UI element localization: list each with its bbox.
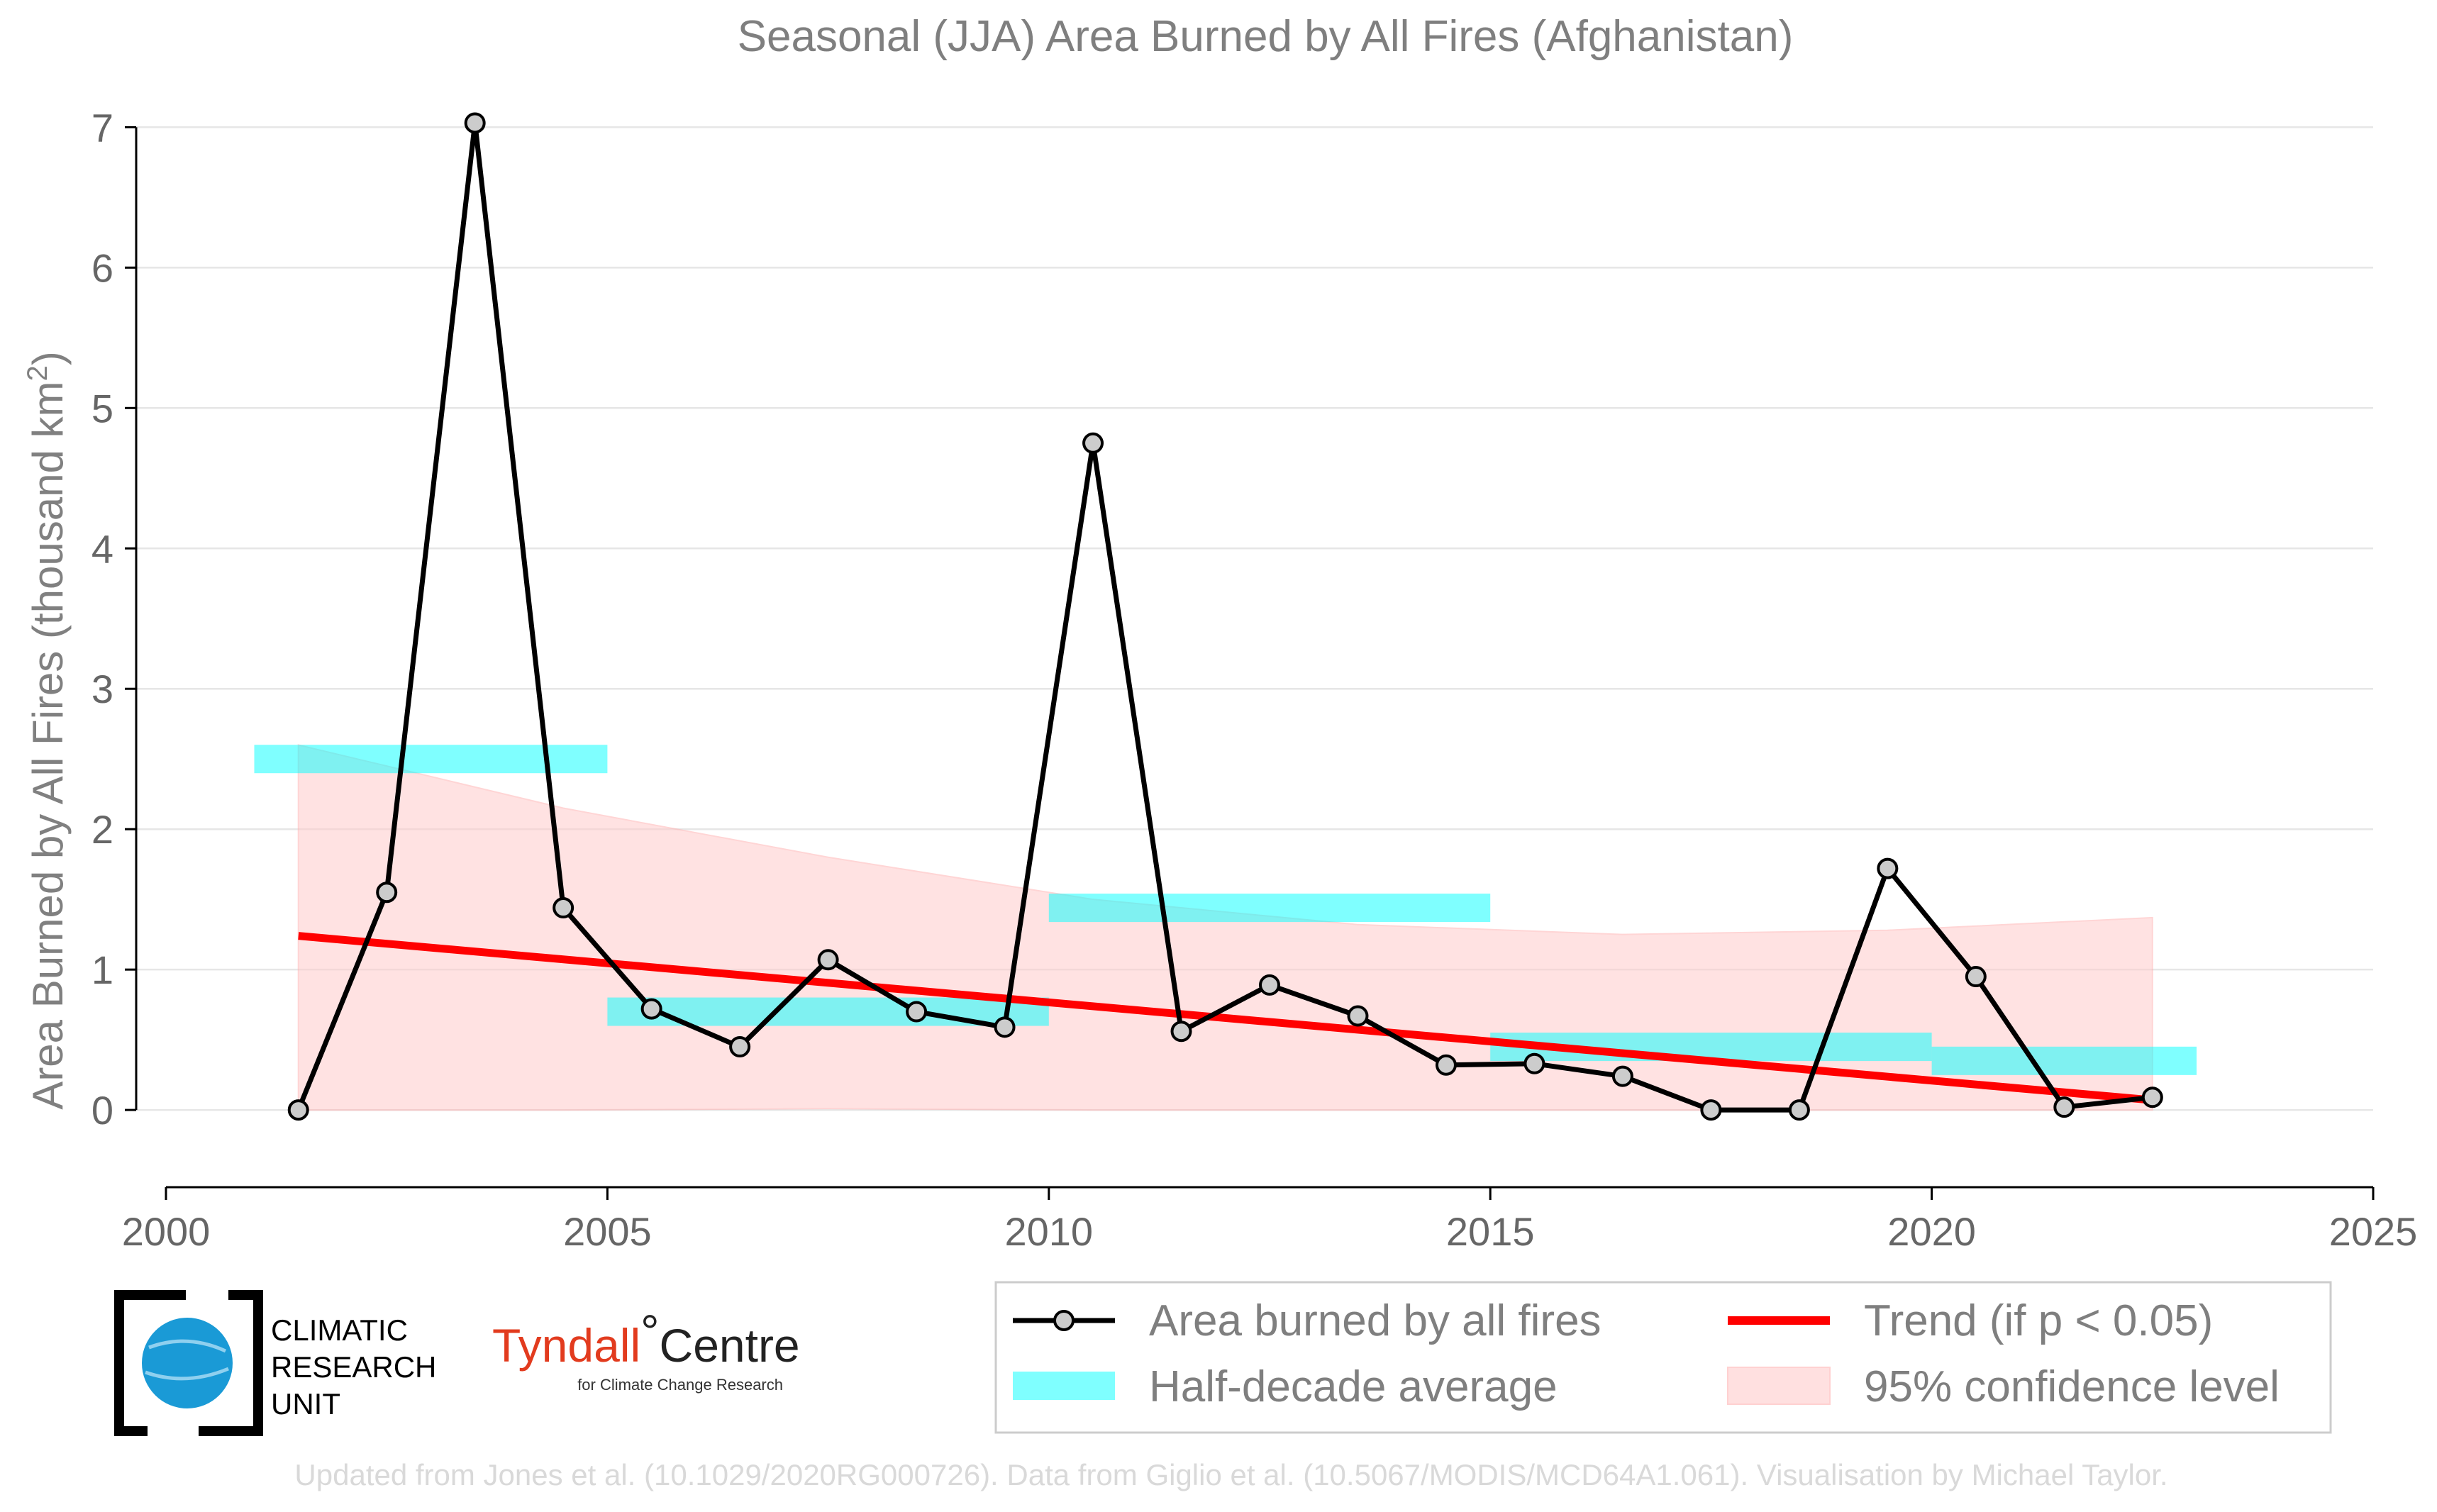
cru-logo-line-2: RESEARCH <box>271 1350 436 1384</box>
data-point-2017.5 <box>1700 1099 1722 1121</box>
data-point-2021.5 <box>2053 1096 2075 1118</box>
tyndall-logo-name: Tyndall <box>492 1319 640 1372</box>
data-point-2016.5 <box>1611 1065 1633 1087</box>
trend-line <box>298 932 2153 1104</box>
data-point-2007.5 <box>817 949 839 971</box>
y-tick-label-7: 7 <box>91 105 113 150</box>
cru-logo-line-1: CLIMATIC <box>271 1313 408 1347</box>
y-tick-label-5: 5 <box>91 386 113 430</box>
x-tick-label-2000: 2000 <box>122 1209 211 1254</box>
data-point-2003.5 <box>464 112 486 134</box>
legend-item-half-decade: Half-decade average <box>1013 1362 1558 1411</box>
tyndall-logo-subtitle: for Climate Change Research <box>577 1376 783 1394</box>
legend-label-confidence: 95% confidence level <box>1864 1362 2280 1411</box>
y-tick-label-3: 3 <box>91 667 113 711</box>
legend-label-area-burned: Area burned by all fires <box>1149 1296 1601 1345</box>
data-point-2022.5 <box>2141 1086 2163 1108</box>
data-point-2014.5 <box>1435 1054 1457 1076</box>
data-point-2010.5 <box>1082 432 1104 454</box>
tyndall-logo-title: Tyndall°Centre <box>492 1305 800 1372</box>
legend-label-half-decade: Half-decade average <box>1149 1362 1558 1411</box>
series-line <box>296 120 2153 1113</box>
data-point-2011.5 <box>1170 1021 1192 1043</box>
half-decade-band-4 <box>1931 1046 2197 1075</box>
y-axis-label-main: Area Burned by All Fires (thousand km <box>24 382 72 1110</box>
x-tick-label-2005: 2005 <box>563 1209 652 1254</box>
data-point-2002.5 <box>376 882 398 904</box>
x-tick-label-2020: 2020 <box>1887 1209 1976 1254</box>
y-tick-label-0: 0 <box>91 1088 113 1133</box>
y-tick-label-4: 4 <box>91 526 113 571</box>
data-point-2012.5 <box>1259 974 1280 996</box>
area-burned-series <box>287 112 2163 1121</box>
cru-logo: CLIMATIC RESEARCH UNIT <box>114 1290 436 1436</box>
legend-label-trend: Trend (if p < 0.05) <box>1864 1296 2213 1345</box>
data-point-2015.5 <box>1523 1052 1545 1074</box>
data-point-2001.5 <box>287 1099 309 1121</box>
x-tick-label-2010: 2010 <box>1005 1209 1094 1254</box>
tyndall-logo-degree: ° <box>640 1305 659 1357</box>
y-axis-label-close: ) <box>24 351 72 365</box>
x-tick-label-2015: 2015 <box>1446 1209 1535 1254</box>
y-tick-label-2: 2 <box>91 807 113 852</box>
data-point-2019.5 <box>1877 857 1899 879</box>
y-tick-label-6: 6 <box>91 245 113 290</box>
footer-credits: Updated from Jones et al. (10.1029/2020R… <box>294 1458 2167 1491</box>
tyndall-logo-centre: Centre <box>660 1319 800 1372</box>
globe-icon <box>142 1318 233 1408</box>
axes: 0 1 2 3 4 5 6 7 2000 2005 2010 2015 2020 2025 <box>91 105 2417 1254</box>
x-tick-label-2025: 2025 <box>2329 1209 2418 1254</box>
data-point-2009.5 <box>994 1016 1016 1038</box>
legend-item-trend: Trend (if p < 0.05) <box>1728 1296 2213 1345</box>
legend-item-confidence: 95% confidence level <box>1727 1362 2280 1411</box>
y-axis-label: Area Burned by All Fires (thousand km2) <box>22 351 72 1109</box>
y-tick-label-1: 1 <box>91 947 113 992</box>
trend-line-segment <box>298 932 2153 1104</box>
data-point-2020.5 <box>1965 966 1987 988</box>
data-point-2006.5 <box>729 1036 751 1058</box>
chart-title: Seasonal (JJA) Area Burned by All Fires … <box>738 12 1794 61</box>
legend-box <box>994 1281 2332 1434</box>
data-point-2008.5 <box>906 1001 928 1023</box>
data-point-2013.5 <box>1347 1005 1369 1027</box>
legend-item-area-burned: Area burned by all fires <box>1013 1296 1601 1345</box>
tyndall-logo: Tyndall°Centre for Climate Change Resear… <box>492 1305 800 1394</box>
legend: Area burned by all fires Half-decade ave… <box>994 1281 2332 1434</box>
half-decade-band-0 <box>254 745 608 774</box>
data-point-2018.5 <box>1788 1099 1810 1121</box>
data-point-2004.5 <box>553 897 574 919</box>
data-point-2005.5 <box>640 998 662 1020</box>
cru-logo-line-3: UNIT <box>271 1387 340 1421</box>
half-decade-band-2 <box>1048 894 1491 923</box>
y-axis-label-superscript: 2 <box>22 365 53 381</box>
